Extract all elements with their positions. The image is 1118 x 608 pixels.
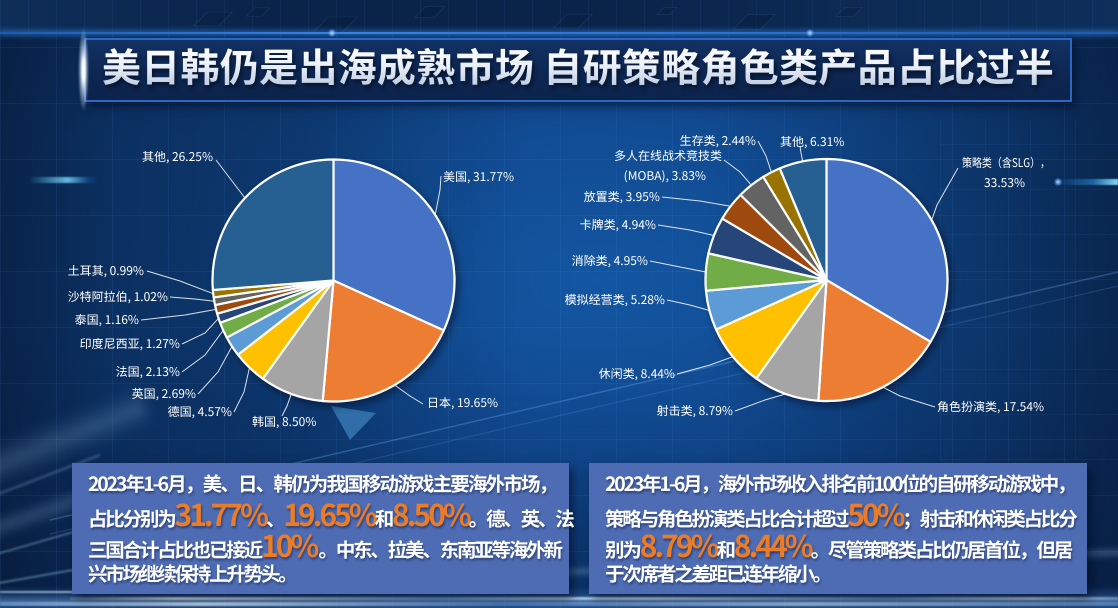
svg-text:33.53%: 33.53% xyxy=(984,174,1025,191)
svg-text:泰国, 1.16%: 泰国, 1.16% xyxy=(75,311,139,328)
svg-text:德国, 4.57%: 德国, 4.57% xyxy=(168,403,232,420)
svg-text:英国, 2.69%: 英国, 2.69% xyxy=(132,385,196,402)
svg-text:休闲类, 8.44%: 休闲类, 8.44% xyxy=(599,365,675,382)
svg-text:韩国, 8.50%: 韩国, 8.50% xyxy=(252,413,316,430)
svg-text:法国, 2.13%: 法国, 2.13% xyxy=(116,363,180,380)
svg-text:消除类, 4.95%: 消除类, 4.95% xyxy=(572,252,648,269)
svg-text:卡牌类, 4.94%: 卡牌类, 4.94% xyxy=(580,216,656,233)
svg-text:(MOBA), 3.83%: (MOBA), 3.83% xyxy=(624,167,706,184)
svg-text:日本, 19.65%: 日本, 19.65% xyxy=(427,394,498,411)
svg-text:放置类, 3.95%: 放置类, 3.95% xyxy=(584,188,660,205)
svg-text:土耳其, 0.99%: 土耳其, 0.99% xyxy=(68,262,144,279)
svg-text:射击类, 8.79%: 射击类, 8.79% xyxy=(657,402,733,419)
svg-text:美国, 31.77%: 美国, 31.77% xyxy=(443,168,514,185)
svg-text:沙特阿拉伯, 1.02%: 沙特阿拉伯, 1.02% xyxy=(68,288,168,305)
svg-text:印度尼西亚, 1.27%: 印度尼西亚, 1.27% xyxy=(80,335,180,352)
svg-text:生存类, 2.44%: 生存类, 2.44% xyxy=(680,132,756,149)
svg-text:模拟经营类, 5.28%: 模拟经营类, 5.28% xyxy=(565,291,665,308)
svg-text:其他, 6.31%: 其他, 6.31% xyxy=(780,133,844,150)
svg-text:策略类（含SLG），: 策略类（含SLG）， xyxy=(962,154,1050,171)
svg-text:其他, 26.25%: 其他, 26.25% xyxy=(142,148,213,165)
svg-text:多人在线战术竞技类: 多人在线战术竞技类 xyxy=(614,147,722,164)
svg-text:角色扮演类, 17.54%: 角色扮演类, 17.54% xyxy=(937,398,1044,415)
